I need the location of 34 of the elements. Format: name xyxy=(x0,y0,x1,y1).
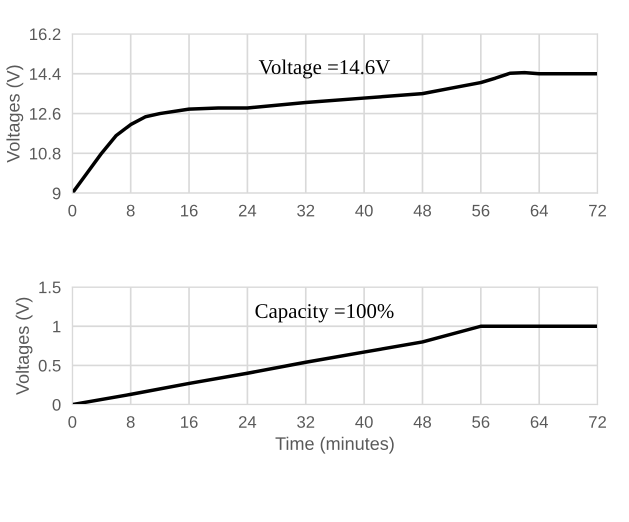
annotation: Voltage =14.6V xyxy=(258,59,390,78)
x-tick-label: 24 xyxy=(238,204,256,216)
x-tick-label: 8 xyxy=(126,204,135,216)
x-tick-label: 64 xyxy=(530,416,548,428)
x-tick-label: 32 xyxy=(297,204,314,216)
x-tick-label: 40 xyxy=(355,416,373,428)
x-tick-label: 32 xyxy=(297,416,314,428)
x-tick-label: 16 xyxy=(181,204,198,216)
y-tick-label: 1.5 xyxy=(39,282,61,294)
y-tick-label: 0.5 xyxy=(38,360,61,372)
x-tick-label: 72 xyxy=(589,204,606,216)
x-tick-label: 56 xyxy=(472,204,490,216)
x-tick-label: 16 xyxy=(181,416,198,428)
x-tick-label: 48 xyxy=(414,204,432,216)
y-axis-title: Voltages (V) xyxy=(16,298,32,395)
x-tick-label: 40 xyxy=(355,204,373,216)
x-tick-label: 24 xyxy=(238,416,256,428)
y-tick-label: 10.8 xyxy=(30,148,60,160)
x-tick-label: 56 xyxy=(472,416,490,428)
y-tick-label: 12.6 xyxy=(30,108,60,120)
x-tick-label: 48 xyxy=(414,416,432,428)
x-axis-title: Time (minutes) xyxy=(276,436,394,454)
y-tick-label: 14.4 xyxy=(30,68,61,80)
y-axis-title: Voltages (V) xyxy=(6,65,24,163)
x-tick-label: 0 xyxy=(68,416,76,428)
y-tick-label: 16.2 xyxy=(30,28,60,40)
y-tick-label: 1 xyxy=(53,320,60,332)
y-tick-label: 9 xyxy=(52,188,60,200)
x-tick-label: 64 xyxy=(530,204,548,216)
y-tick-label: 0 xyxy=(52,398,61,411)
annotation: Capacity =100% xyxy=(255,304,394,322)
x-tick-label: 72 xyxy=(589,416,606,428)
x-tick-label: 0 xyxy=(68,204,76,216)
x-tick-label: 8 xyxy=(126,416,135,428)
